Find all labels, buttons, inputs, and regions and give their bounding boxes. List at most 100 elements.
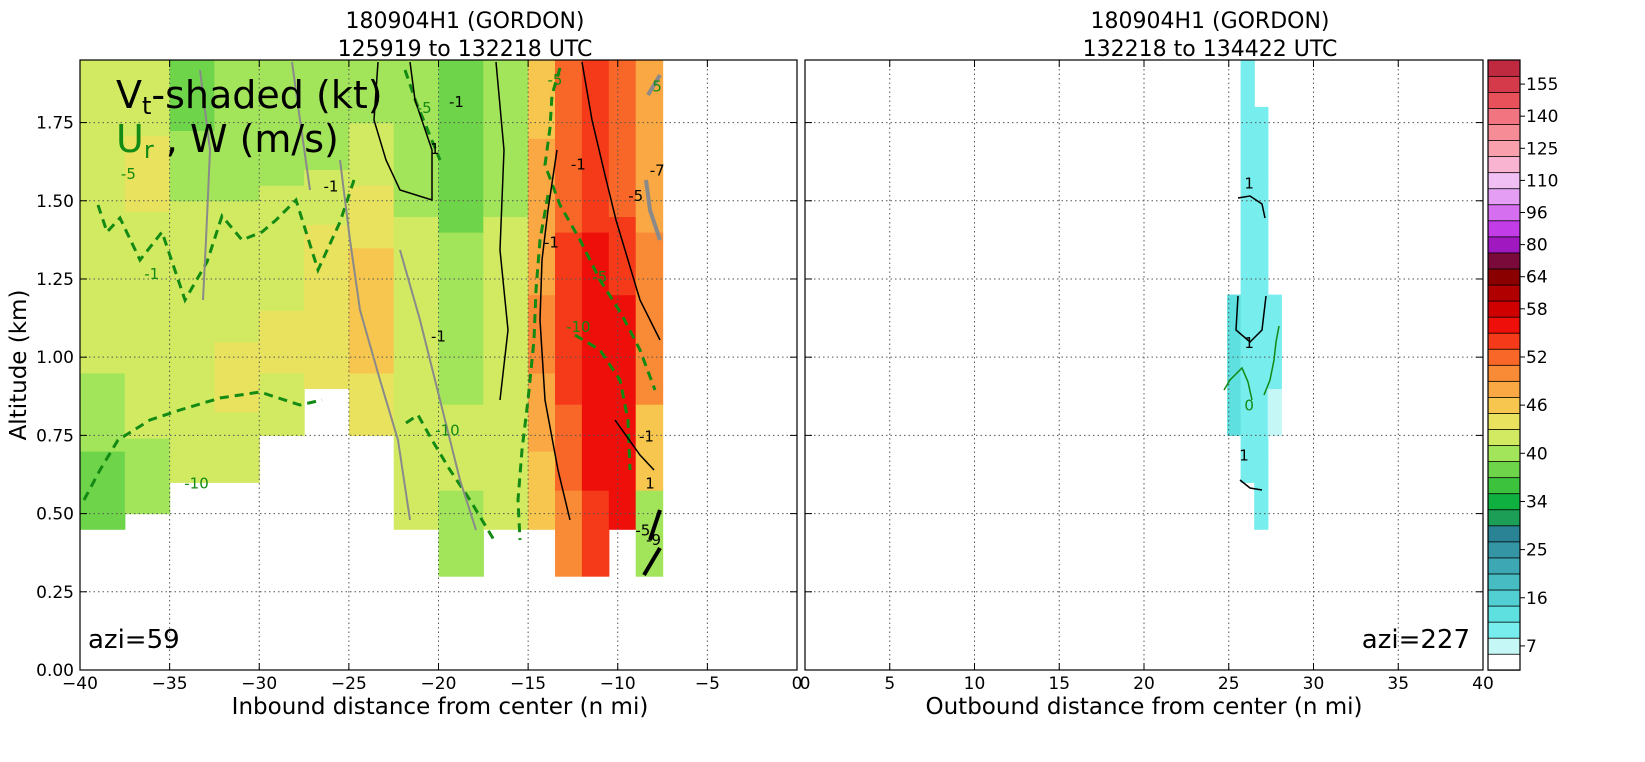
colorbar-tick-label: 58: [1526, 300, 1548, 320]
contour-label: -1: [323, 177, 338, 195]
shaded-cell: [483, 60, 529, 139]
shaded-cell: [124, 135, 171, 212]
colorbar-swatch: [1487, 412, 1521, 430]
shaded-cell: [1267, 388, 1282, 436]
contour-label: 1: [1244, 334, 1254, 352]
colorbar-swatch: [1487, 75, 1521, 93]
shaded-cell: [635, 60, 664, 147]
shaded-cell: [1240, 411, 1255, 483]
contour-label: 1: [430, 140, 440, 158]
shaded-cell: [581, 404, 610, 491]
shaded-cell: [259, 60, 305, 124]
colorbar-swatch: [1487, 332, 1521, 350]
w-contour: [581, 61, 661, 341]
x-tick-label: 15: [1048, 674, 1070, 694]
shaded-cell: [348, 122, 395, 186]
ur-contour: [543, 67, 657, 391]
shaded-cell: [1254, 388, 1269, 460]
colorbar-swatch: [1487, 525, 1521, 543]
shaded-cell: [1254, 177, 1269, 249]
x-tick-label: −15: [510, 674, 546, 694]
x-tick-label: 40: [1472, 674, 1494, 694]
y-tick-label: 0.25: [36, 583, 74, 603]
shaded-cell: [80, 372, 126, 452]
shaded-cell: [438, 146, 484, 233]
left-contours: [82, 61, 662, 577]
x-tick-label: −5: [695, 674, 720, 694]
shaded-cell: [80, 138, 126, 217]
colorbar: 155 140 125 110 96 80 64 58 52 46 40 34 25 16 7: [1487, 59, 1558, 671]
ur-contour: [96, 179, 356, 304]
x-tick-label: 10: [964, 674, 986, 694]
y-tick-label: 1.75: [36, 114, 74, 134]
shaded-cell: [528, 138, 556, 217]
contour-label: -7: [650, 162, 665, 180]
shaded-cell: [483, 216, 529, 296]
shaded-cell: [635, 146, 664, 233]
colorbar-tick-label: 16: [1526, 589, 1548, 609]
left-title-line2: 125919 to 132218 UTC: [338, 37, 593, 62]
shaded-cell: [1254, 106, 1269, 178]
contour-label: 1: [645, 475, 655, 493]
shaded-cell: [438, 490, 484, 577]
shaded-cell: [608, 372, 637, 452]
shaded-cell: [348, 310, 395, 374]
w-contour: [339, 159, 411, 521]
shaded-cell: [581, 146, 610, 233]
shaded-cell: [635, 404, 664, 491]
shaded-cell: [581, 490, 610, 577]
colorbar-tick-label: 80: [1526, 236, 1548, 256]
colorbar-swatch: [1487, 268, 1521, 286]
w-contour: [614, 419, 655, 471]
colorbar-tick-label: 140: [1526, 107, 1558, 127]
shaded-cell: [214, 341, 260, 413]
colorbar-swatch: [1487, 316, 1521, 334]
y-axis-label: Altitude (km): [6, 290, 32, 441]
x-tick-label: −20: [421, 674, 457, 694]
colorbar-swatch: [1487, 188, 1521, 206]
colorbar-swatch: [1487, 107, 1521, 125]
contour-label: -5: [548, 71, 563, 89]
shaded-cell: [635, 232, 664, 319]
colorbar-swatch: [1487, 476, 1521, 495]
x-tick-label: −25: [331, 674, 367, 694]
contour-label: 5: [652, 77, 662, 95]
shaded-cell: [393, 372, 440, 452]
right-x-axis-label: Outbound distance from center (n mi): [926, 694, 1363, 720]
w-contour: [648, 509, 662, 541]
shaded-cell: [304, 279, 350, 335]
shaded-cell: [483, 372, 529, 452]
colorbar-swatch: [1487, 605, 1521, 623]
shaded-cell: [438, 318, 484, 405]
colorbar-tick-label: 96: [1526, 204, 1548, 224]
ur-contour: [574, 333, 632, 471]
left-ticks: −40 −35 −30 −25 −20 −15 −10 −5 0 0.00 0.25 0.50 0.75…: [36, 60, 802, 694]
left-shaded-field: [80, 60, 664, 577]
shaded-cell: [259, 185, 305, 249]
contour-label: -10: [435, 421, 460, 439]
contour-label: -1: [431, 328, 446, 346]
shaded-cell: [1227, 388, 1242, 436]
contour-label: 1: [1239, 446, 1249, 464]
shaded-cell: [80, 451, 126, 530]
contour-label: -1: [639, 428, 654, 446]
colorbar-swatch: [1487, 171, 1521, 190]
shaded-cell: [304, 114, 350, 170]
x-tick-label: −40: [62, 674, 98, 694]
shaded-cell: [214, 271, 260, 343]
shaded-cell: [124, 362, 171, 439]
shaded-cell: [1267, 294, 1282, 343]
w-contour: [644, 179, 662, 241]
contour-label: -1: [449, 93, 464, 111]
shaded-cell: [259, 122, 305, 186]
contour-label: -1: [544, 234, 559, 252]
shaded-cell: [635, 318, 664, 405]
x-tick-label: −10: [600, 674, 636, 694]
shaded-cell: [608, 216, 637, 296]
legend-ur-w: Ur , W (m/s): [116, 117, 339, 164]
legend-vt: Vt-shaded (kt): [116, 73, 383, 120]
colorbar-tick-label: 25: [1526, 541, 1548, 561]
colorbar-swatch: [1487, 637, 1521, 655]
colorbar-swatch: [1487, 573, 1521, 591]
